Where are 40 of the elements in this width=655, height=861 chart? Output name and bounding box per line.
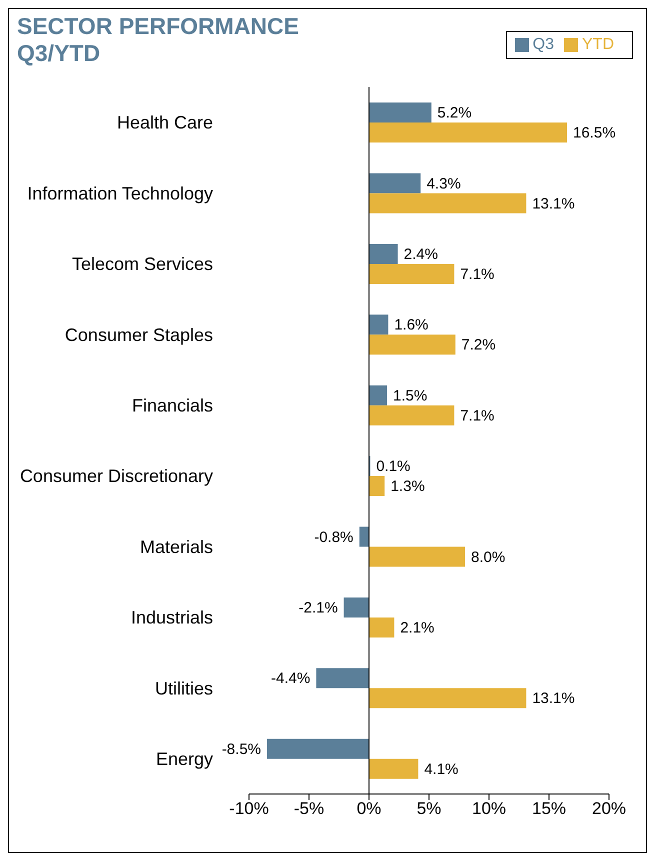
data-label: 7.1% xyxy=(460,407,494,424)
y-tick-label: Industrials xyxy=(130,608,213,628)
data-label: 7.1% xyxy=(460,266,494,283)
y-tick-label: Health Care xyxy=(116,112,213,133)
x-tick-label: 0% xyxy=(356,799,382,818)
data-label: -2.1% xyxy=(298,599,338,616)
data-label: 1.3% xyxy=(390,478,425,496)
data-label: 1.6% xyxy=(394,316,428,334)
y-tick-label: Information Technology xyxy=(27,183,213,204)
x-tick-label: 10% xyxy=(472,799,506,818)
data-label: 5.2% xyxy=(437,104,472,122)
data-label: 13.1% xyxy=(532,195,575,212)
y-tick-label: Financials xyxy=(132,396,213,416)
x-tick-label: -5% xyxy=(294,799,324,818)
data-label: 0.1% xyxy=(376,458,410,476)
legend-label: YTD xyxy=(582,36,614,53)
x-tick-label: 15% xyxy=(532,799,566,818)
data-label: 8.0% xyxy=(471,548,506,566)
data-label: 16.5% xyxy=(573,124,616,142)
data-label: 4.1% xyxy=(424,760,458,778)
y-tick-label: Consumer Discretionary xyxy=(20,466,213,486)
data-label: -8.5% xyxy=(222,740,261,758)
y-tick-label: Consumer Staples xyxy=(64,324,213,345)
y-tick-label: Telecom Services xyxy=(72,254,213,274)
data-label: 1.5% xyxy=(393,387,428,404)
data-label: -0.8% xyxy=(314,528,354,546)
x-tick-label: 5% xyxy=(416,799,442,818)
x-tick-label: 20% xyxy=(592,799,626,818)
data-label: 2.4% xyxy=(404,246,438,263)
y-tick-label: Energy xyxy=(156,749,213,770)
data-label: 2.1% xyxy=(400,619,434,636)
y-tick-label: Utilities xyxy=(154,678,213,698)
y-tick-label: Materials xyxy=(140,536,213,557)
data-label: -4.4% xyxy=(271,670,310,688)
data-label: 7.2% xyxy=(461,336,496,354)
chart-title: SECTOR PERFORMANCE Q3/YTD xyxy=(17,13,299,67)
data-label: 4.3% xyxy=(426,175,461,192)
x-tick-label: -10% xyxy=(229,799,269,818)
data-label: 13.1% xyxy=(532,690,575,708)
legend-label: Q3 xyxy=(532,36,554,53)
